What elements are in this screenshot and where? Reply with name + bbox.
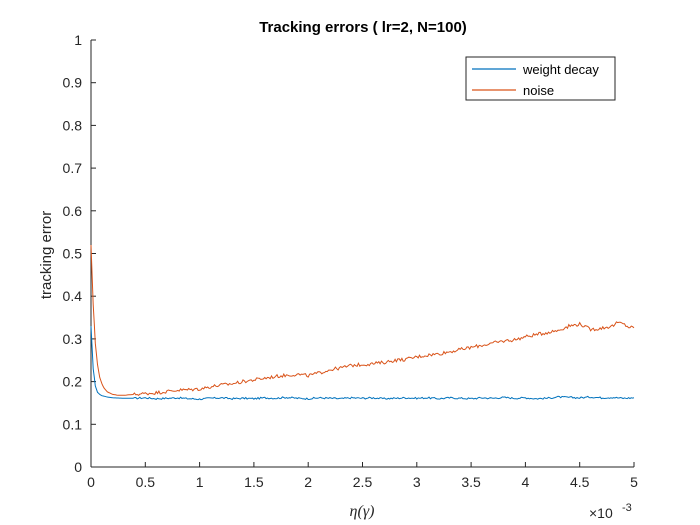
x-tick-label: 1 (196, 474, 204, 490)
x-tick-label: 4.5 (570, 474, 590, 490)
x-tick-label: 2 (304, 474, 312, 490)
y-tick-label: 0.3 (63, 331, 83, 347)
y-tick-label: 0.9 (63, 75, 83, 91)
x-tick-label: 3.5 (461, 474, 481, 490)
svg-text:×10: ×10 (589, 505, 613, 521)
chart-title: Tracking errors ( lr=2, N=100) (259, 19, 467, 36)
y-tick-label: 0.2 (63, 374, 83, 390)
series-line-weight-decay (90, 326, 635, 401)
x-tick-label: 4 (522, 474, 530, 490)
y-tick-label: 0.7 (63, 160, 83, 176)
svg-text:-3: -3 (622, 502, 632, 514)
legend-box (465, 56, 616, 101)
x-tick-label: 3 (413, 474, 421, 490)
series-line-noise (90, 244, 635, 397)
x-axis-exponent: ×10 -3 (589, 502, 632, 521)
y-tick-label: 0.8 (63, 117, 83, 133)
y-tick-label: 0.5 (63, 246, 83, 262)
plot-area: 0 0.5 1 1.5 2 2.5 3 3.5 4 4.5 5 0 0.1 0.2 0.3 0.4 0.5 0.6… (63, 32, 639, 490)
y-tick-label: 0.4 (63, 288, 83, 304)
x-tick-label: 2.5 (353, 474, 373, 490)
x-tick-label: 0 (87, 474, 95, 490)
x-tick-label: 5 (630, 474, 638, 490)
x-tick-label: 1.5 (244, 474, 264, 490)
x-axis-label: η(γ) (350, 503, 375, 520)
legend-label-noise: noise (523, 83, 554, 98)
legend: weight decay noise (465, 56, 616, 101)
y-tick-label: 1 (74, 32, 82, 48)
y-axis-label: tracking error (38, 211, 55, 299)
y-tick-label: 0.1 (63, 416, 83, 432)
legend-label-weight-decay: weight decay (522, 62, 599, 77)
x-tick-label: 0.5 (136, 474, 156, 490)
y-tick-label: 0 (74, 459, 82, 475)
y-tick-label: 0.6 (63, 203, 83, 219)
